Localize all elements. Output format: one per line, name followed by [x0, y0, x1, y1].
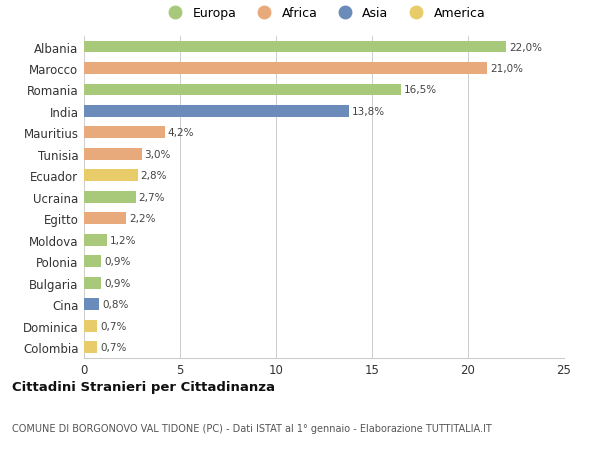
Bar	[84, 213, 126, 224]
Bar	[84, 191, 136, 203]
Text: 0,9%: 0,9%	[104, 278, 131, 288]
Text: 0,7%: 0,7%	[100, 342, 127, 353]
Text: 2,7%: 2,7%	[139, 192, 165, 202]
Text: 0,9%: 0,9%	[104, 257, 131, 267]
Bar	[84, 149, 142, 160]
Bar	[84, 41, 506, 53]
Bar	[84, 341, 97, 353]
Bar	[84, 234, 107, 246]
Text: 4,2%: 4,2%	[167, 128, 194, 138]
Text: COMUNE DI BORGONOVO VAL TIDONE (PC) - Dati ISTAT al 1° gennaio - Elaborazione TU: COMUNE DI BORGONOVO VAL TIDONE (PC) - Da…	[12, 424, 492, 433]
Text: 13,8%: 13,8%	[352, 106, 385, 117]
Bar	[84, 127, 164, 139]
Text: 22,0%: 22,0%	[509, 42, 542, 52]
Text: 2,8%: 2,8%	[140, 171, 167, 181]
Legend: Europa, Africa, Asia, America: Europa, Africa, Asia, America	[159, 4, 489, 24]
Text: Cittadini Stranieri per Cittadinanza: Cittadini Stranieri per Cittadinanza	[12, 380, 275, 393]
Bar	[84, 106, 349, 118]
Bar	[84, 84, 401, 96]
Text: 3,0%: 3,0%	[145, 150, 171, 160]
Text: 16,5%: 16,5%	[404, 85, 437, 95]
Text: 0,8%: 0,8%	[102, 299, 128, 309]
Text: 21,0%: 21,0%	[490, 64, 523, 74]
Bar	[84, 277, 101, 289]
Bar	[84, 256, 101, 268]
Text: 2,2%: 2,2%	[129, 214, 155, 224]
Bar	[84, 63, 487, 75]
Bar	[84, 320, 97, 332]
Bar	[84, 298, 100, 310]
Text: 0,7%: 0,7%	[100, 321, 127, 331]
Text: 1,2%: 1,2%	[110, 235, 136, 245]
Bar	[84, 170, 138, 182]
